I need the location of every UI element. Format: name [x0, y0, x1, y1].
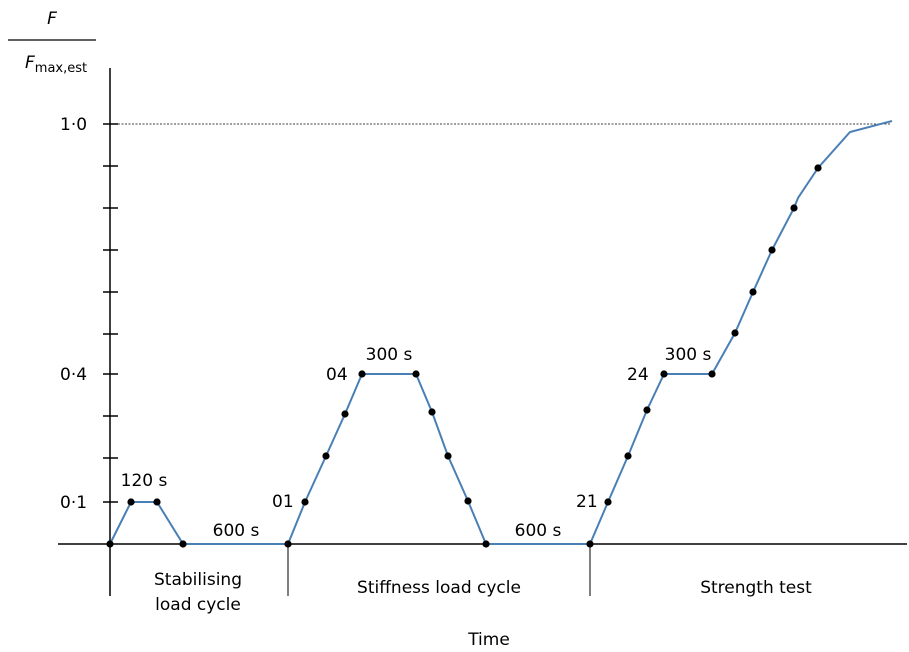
annotation-300s-a: 300 s	[366, 345, 413, 365]
annotation-point-24: 24	[627, 365, 649, 385]
point	[482, 540, 490, 548]
annotation-600s-a: 600 s	[213, 521, 260, 541]
point	[412, 370, 420, 378]
point	[301, 498, 309, 506]
annotation-point-04: 04	[326, 365, 348, 385]
y-tick-label-0-1: 0·1	[60, 493, 87, 513]
y-axis-denominator-sub: max,est	[35, 61, 87, 76]
load-curve	[109, 120, 893, 545]
phase-label-stabilising-line1: Stabilising	[154, 570, 242, 590]
y-axis-ticks	[103, 123, 118, 503]
annotation-600s-b: 600 s	[515, 521, 562, 541]
point	[358, 370, 366, 378]
annotation-300s-b: 300 s	[665, 345, 712, 365]
point	[322, 452, 330, 460]
y-tick-label-1-0: 1·0	[60, 115, 87, 135]
point	[464, 497, 472, 505]
point	[284, 540, 292, 548]
point	[127, 498, 135, 506]
point	[731, 329, 739, 337]
point	[179, 540, 187, 548]
point	[790, 204, 798, 212]
point	[768, 246, 776, 254]
point	[444, 452, 452, 460]
point	[643, 406, 651, 414]
x-axis-label: Time	[467, 630, 510, 650]
load-points	[106, 164, 822, 548]
point	[814, 164, 822, 172]
point	[624, 452, 632, 460]
y-tick-label-0-4: 0·4	[60, 365, 87, 385]
annotation-point-01: 01	[272, 492, 294, 512]
y-axis-denominator-main: F	[25, 53, 35, 73]
annotation-point-21: 21	[576, 492, 598, 512]
point	[153, 498, 161, 506]
point	[428, 408, 436, 416]
point	[708, 370, 716, 378]
point	[660, 370, 668, 378]
phase-label-stiffness: Stiffness load cycle	[357, 578, 521, 598]
phase-label-stabilising-line2: load cycle	[155, 595, 241, 615]
point	[604, 498, 612, 506]
point	[749, 288, 757, 296]
point	[106, 540, 114, 548]
y-axis-label-numerator: F	[47, 9, 57, 29]
point	[586, 540, 594, 548]
point	[341, 410, 349, 418]
y-axis-label-denominator: Fmax,est	[25, 53, 87, 76]
annotation-120s: 120 s	[121, 471, 168, 491]
phase-label-strength: Strength test	[700, 578, 812, 598]
